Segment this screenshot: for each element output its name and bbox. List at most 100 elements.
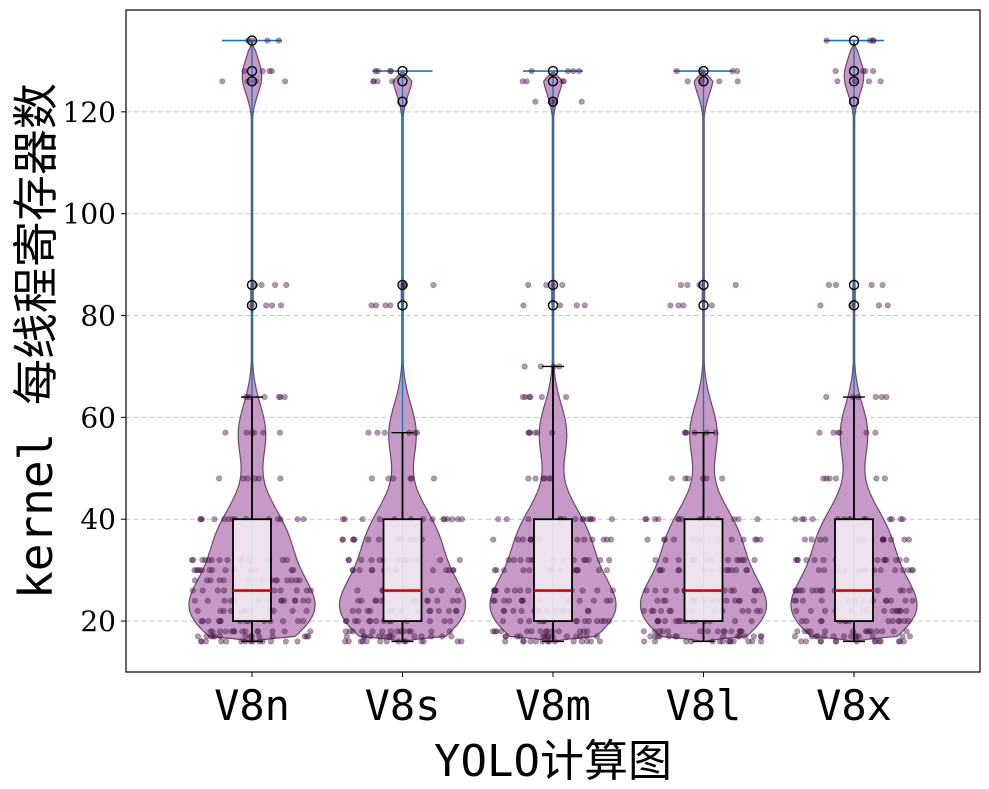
scatter-point bbox=[220, 577, 227, 584]
scatter-point bbox=[358, 597, 365, 604]
scatter-point bbox=[889, 617, 896, 625]
scatter-point bbox=[502, 633, 510, 640]
scatter-point bbox=[505, 556, 512, 564]
scatter-point bbox=[532, 475, 539, 482]
scatter-point bbox=[753, 607, 761, 615]
box-outlier bbox=[246, 279, 258, 291]
scatter-point bbox=[606, 556, 613, 564]
scatter-point bbox=[684, 475, 692, 482]
scatter-point bbox=[390, 475, 397, 482]
scatter-point bbox=[519, 393, 527, 401]
scatter-point bbox=[424, 597, 431, 604]
scatter-point bbox=[603, 536, 611, 543]
scatter-point bbox=[439, 633, 446, 640]
scatter-point bbox=[821, 607, 829, 615]
scatter-point bbox=[866, 628, 873, 635]
box-iqr bbox=[382, 518, 423, 622]
scatter-point bbox=[652, 587, 659, 594]
scatter-point bbox=[600, 536, 607, 543]
scatter-point bbox=[817, 536, 824, 543]
scatter-point bbox=[224, 556, 231, 564]
box-outlier bbox=[848, 279, 860, 291]
scatter-point bbox=[668, 475, 675, 482]
scatter-point bbox=[684, 78, 691, 85]
scatter-point bbox=[303, 587, 310, 594]
scatter-point bbox=[734, 78, 741, 85]
scatter-point bbox=[719, 475, 726, 482]
scatter-point bbox=[817, 302, 824, 309]
scatter-point bbox=[559, 78, 566, 85]
scatter-point bbox=[660, 597, 667, 604]
scatter-point bbox=[736, 633, 743, 640]
scatter-point bbox=[198, 638, 205, 645]
scatter-point bbox=[873, 628, 881, 635]
scatter-point bbox=[753, 536, 760, 543]
scatter-point bbox=[525, 429, 532, 436]
scatter-point bbox=[579, 516, 586, 523]
scatter-point bbox=[281, 628, 288, 635]
scatter-point bbox=[342, 638, 349, 645]
scatter-point bbox=[282, 78, 289, 85]
scatter-point bbox=[737, 628, 744, 635]
scatter-point bbox=[830, 429, 837, 436]
scatter-point bbox=[220, 607, 227, 615]
scatter-point bbox=[879, 536, 886, 543]
scatter-point bbox=[517, 617, 524, 625]
scatter-point bbox=[444, 516, 451, 523]
scatter-point bbox=[799, 587, 806, 594]
scatter-point bbox=[673, 633, 681, 640]
scatter-point bbox=[667, 607, 674, 615]
scatter-point bbox=[342, 617, 350, 625]
scatter-point bbox=[758, 633, 765, 640]
scatter-point bbox=[656, 567, 663, 574]
scatter-point bbox=[241, 67, 248, 75]
scatter-point bbox=[750, 633, 757, 640]
scatter-point bbox=[819, 587, 826, 594]
scatter-point bbox=[792, 556, 800, 564]
scatter-point bbox=[581, 617, 589, 625]
scatter-point bbox=[368, 567, 375, 574]
scatter-point bbox=[834, 429, 842, 436]
scatter-point bbox=[376, 556, 383, 564]
scatter-point bbox=[579, 587, 586, 594]
scatter-point bbox=[657, 567, 664, 574]
scatter-point bbox=[345, 556, 352, 564]
scatter-point bbox=[899, 587, 907, 594]
scatter-point bbox=[735, 597, 743, 604]
scatter-point bbox=[357, 638, 365, 645]
scatter-point bbox=[901, 536, 908, 543]
scatter-point bbox=[525, 475, 532, 482]
scatter-point bbox=[883, 556, 890, 564]
scatter-point bbox=[909, 567, 917, 574]
scatter-point bbox=[743, 567, 751, 574]
scatter-point bbox=[892, 567, 899, 574]
scatter-point bbox=[520, 638, 527, 645]
scatter-point bbox=[501, 597, 508, 604]
scatter-point bbox=[385, 475, 392, 482]
scatter-point bbox=[903, 556, 910, 564]
scatter-point bbox=[540, 475, 547, 482]
scatter-point bbox=[429, 516, 436, 523]
scatter-point bbox=[587, 516, 594, 523]
scatter-point bbox=[531, 429, 539, 436]
scatter-point bbox=[897, 607, 904, 615]
scatter-point bbox=[662, 587, 669, 594]
scatter-point bbox=[548, 98, 555, 105]
box-outlier bbox=[547, 300, 559, 311]
scatter-point bbox=[820, 475, 827, 482]
scatter-point bbox=[532, 638, 540, 645]
scatter-point bbox=[216, 628, 223, 635]
scatter-point bbox=[851, 78, 859, 85]
scatter-point bbox=[821, 567, 828, 574]
scatter-point bbox=[203, 577, 211, 584]
scatter-point bbox=[832, 638, 840, 645]
scatter-point bbox=[872, 393, 879, 401]
scatter-point bbox=[264, 37, 271, 44]
scatter-point bbox=[881, 607, 888, 615]
scatter-point bbox=[240, 475, 247, 482]
scatter-point bbox=[832, 67, 839, 75]
scatter-point bbox=[584, 516, 591, 523]
scatter-point bbox=[454, 638, 461, 645]
scatter-point bbox=[817, 587, 824, 594]
